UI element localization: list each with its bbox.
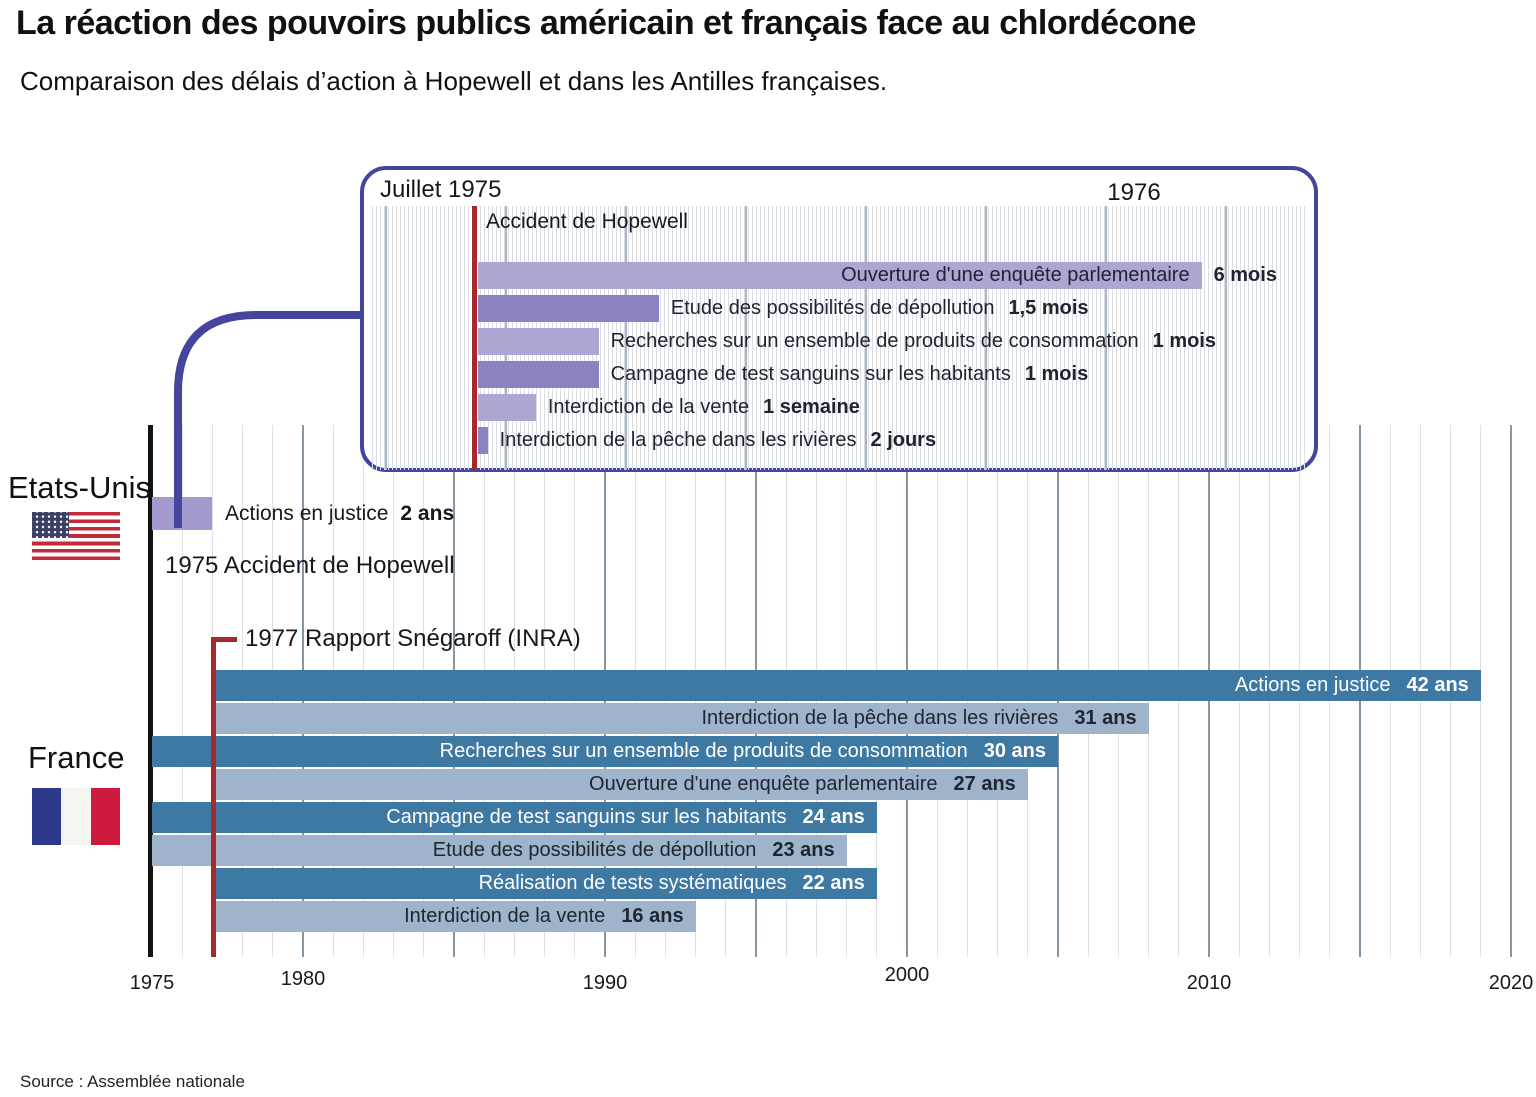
callout-connector-line <box>174 311 362 528</box>
inset-month-gridline <box>745 206 747 470</box>
axis-tick-label: 1980 <box>280 968 326 990</box>
inset-bar-label: Interdiction de la vente <box>547 396 750 418</box>
bar-value: 24 ans <box>802 806 865 828</box>
inset-start-label: Juillet 1975 <box>380 176 502 203</box>
france-bar-caption: Etude des possibilités de dépollution 23 … <box>152 835 835 866</box>
snegaroff-report-line <box>211 637 216 957</box>
france-bar <box>212 901 696 932</box>
france-bar-caption: Recherches sur un ensemble de produits d… <box>152 736 1046 767</box>
france-bar <box>152 835 847 866</box>
france-bar <box>152 736 1058 767</box>
inset-month-gridline <box>1225 206 1227 470</box>
inset-month-gridline <box>385 206 387 470</box>
bar-value: 22 ans <box>802 872 865 894</box>
inset-bar <box>478 394 536 421</box>
source-note: Source : Assemblée nationale <box>20 1072 245 1091</box>
inset-bar-label: Campagne de test sanguins sur les habita… <box>610 363 1011 385</box>
us-flag-icon <box>31 511 121 561</box>
inset-month-gridline <box>1105 206 1107 470</box>
bar-value: 27 ans <box>953 773 1016 795</box>
bar-label: Réalisation de tests systématiques <box>478 872 787 894</box>
inset-bar-caption: Interdiction de la vente 1 semaine <box>548 394 860 421</box>
bar-label: Interdiction de la pêche dans les rivièr… <box>701 707 1059 729</box>
page-title: La réaction des pouvoirs publics américa… <box>16 4 1196 42</box>
france-flag-icon <box>32 788 120 845</box>
axis-tick-label: 2000 <box>884 964 930 986</box>
inset-bar-label: Etude des possibilités de dépollution <box>670 297 995 319</box>
hopewell-accident-line <box>472 206 477 470</box>
france-bar <box>212 670 1481 701</box>
axis-tick-label: 2010 <box>1186 972 1232 994</box>
france-flag-white <box>61 788 91 845</box>
france-bar-caption: Interdiction de la pêche dans les rivièr… <box>212 703 1136 734</box>
bar-value: 2 ans <box>400 502 455 525</box>
inset-month-gridline <box>985 206 987 470</box>
inset-bar-value: 1 mois <box>1152 330 1217 352</box>
inset-bar-label: Ouverture d'une enquête parlementaire <box>841 264 1190 286</box>
france-bar-caption: Actions en justice 42 ans <box>212 670 1469 701</box>
us-flag-canton <box>32 512 69 538</box>
bar-label: Etude des possibilités de dépollution <box>432 839 757 861</box>
bar-label: Ouverture d'une enquête parlementaire <box>589 773 938 795</box>
section-label-france: France <box>28 740 125 775</box>
france-bar <box>152 802 877 833</box>
bar-value: 42 ans <box>1406 674 1469 696</box>
us-bar-caption: Actions en justice 2 ans <box>225 497 454 530</box>
us-bar <box>152 497 213 530</box>
inset-bar-label: Interdiction de la pêche dans les rivièr… <box>499 429 857 451</box>
bar-value: 23 ans <box>772 839 835 861</box>
inset-bar <box>478 295 659 322</box>
bar-value: 30 ans <box>983 740 1046 762</box>
inset-month-gridline <box>625 206 627 470</box>
snegaroff-report-tick <box>211 637 237 642</box>
bar-label: Campagne de test sanguins sur les habita… <box>386 806 787 828</box>
bar-label: Recherches sur un ensemble de produits d… <box>439 740 968 762</box>
france-bar-caption: Réalisation de tests systématiques 22 ans <box>212 868 865 899</box>
axis-tick-label: 1990 <box>582 972 628 994</box>
us-event-label: 1975 Accident de Hopewell <box>165 552 455 579</box>
inset-bar <box>478 328 599 355</box>
france-bar-caption: Interdiction de la vente 16 ans <box>212 901 684 932</box>
inset-bar-caption: Campagne de test sanguins sur les habita… <box>611 361 1089 388</box>
bar-label: Actions en justice <box>1234 674 1391 696</box>
inset-bar <box>478 262 1202 289</box>
france-bar <box>212 769 1028 800</box>
france-bar-caption: Ouverture d'une enquête parlementaire 27 … <box>212 769 1016 800</box>
axis-tick-label: 1975 <box>129 972 175 994</box>
inset-bar <box>478 361 599 388</box>
year-gridline <box>1480 425 1482 957</box>
inset-bar-caption: Recherches sur un ensemble de produits d… <box>611 328 1216 355</box>
bar-label: Interdiction de la vente <box>404 905 606 927</box>
inset-event-label: Accident de Hopewell <box>486 210 688 233</box>
year-gridline <box>1510 425 1512 957</box>
bar-label: Actions en justice <box>225 502 389 525</box>
france-bar-caption: Campagne de test sanguins sur les habita… <box>152 802 865 833</box>
section-label-us: Etats-Unis <box>8 470 151 505</box>
inset-bar-caption: Etude des possibilités de dépollution 1,5… <box>671 295 1089 322</box>
inset-callout-box: Juillet 1975 1976 Accident de Hopewell O… <box>360 166 1318 472</box>
year-gridline <box>181 425 183 957</box>
inset-bar <box>478 427 488 454</box>
inset-bar-value: 2 jours <box>870 429 937 451</box>
inset-bar-label: Recherches sur un ensemble de produits d… <box>610 330 1139 352</box>
inset-bar-value: 1,5 mois <box>1008 297 1089 319</box>
france-flag-blue <box>32 788 62 845</box>
inset-bar-value: 1 mois <box>1024 363 1089 385</box>
france-bar <box>212 703 1149 734</box>
inset-bar-value: 1 semaine <box>763 396 860 418</box>
france-bar <box>212 868 877 899</box>
france-event-label: 1977 Rapport Snégaroff (INRA) <box>245 625 581 652</box>
bar-value: 31 ans <box>1074 707 1137 729</box>
inset-bar-value: 6 mois <box>1213 264 1277 286</box>
axis-tick-label: 2020 <box>1488 972 1534 994</box>
inset-1976-label: 1976 <box>1107 179 1161 206</box>
timeline-axis <box>148 425 153 957</box>
page-subtitle: Comparaison des délais d’action à Hopewe… <box>20 66 888 96</box>
inset-month-gridline <box>865 206 867 470</box>
france-flag-red <box>90 788 120 845</box>
bar-value: 16 ans <box>621 905 684 927</box>
inset-bar-caption: Interdiction de la pêche dans les rivièr… <box>500 427 936 454</box>
